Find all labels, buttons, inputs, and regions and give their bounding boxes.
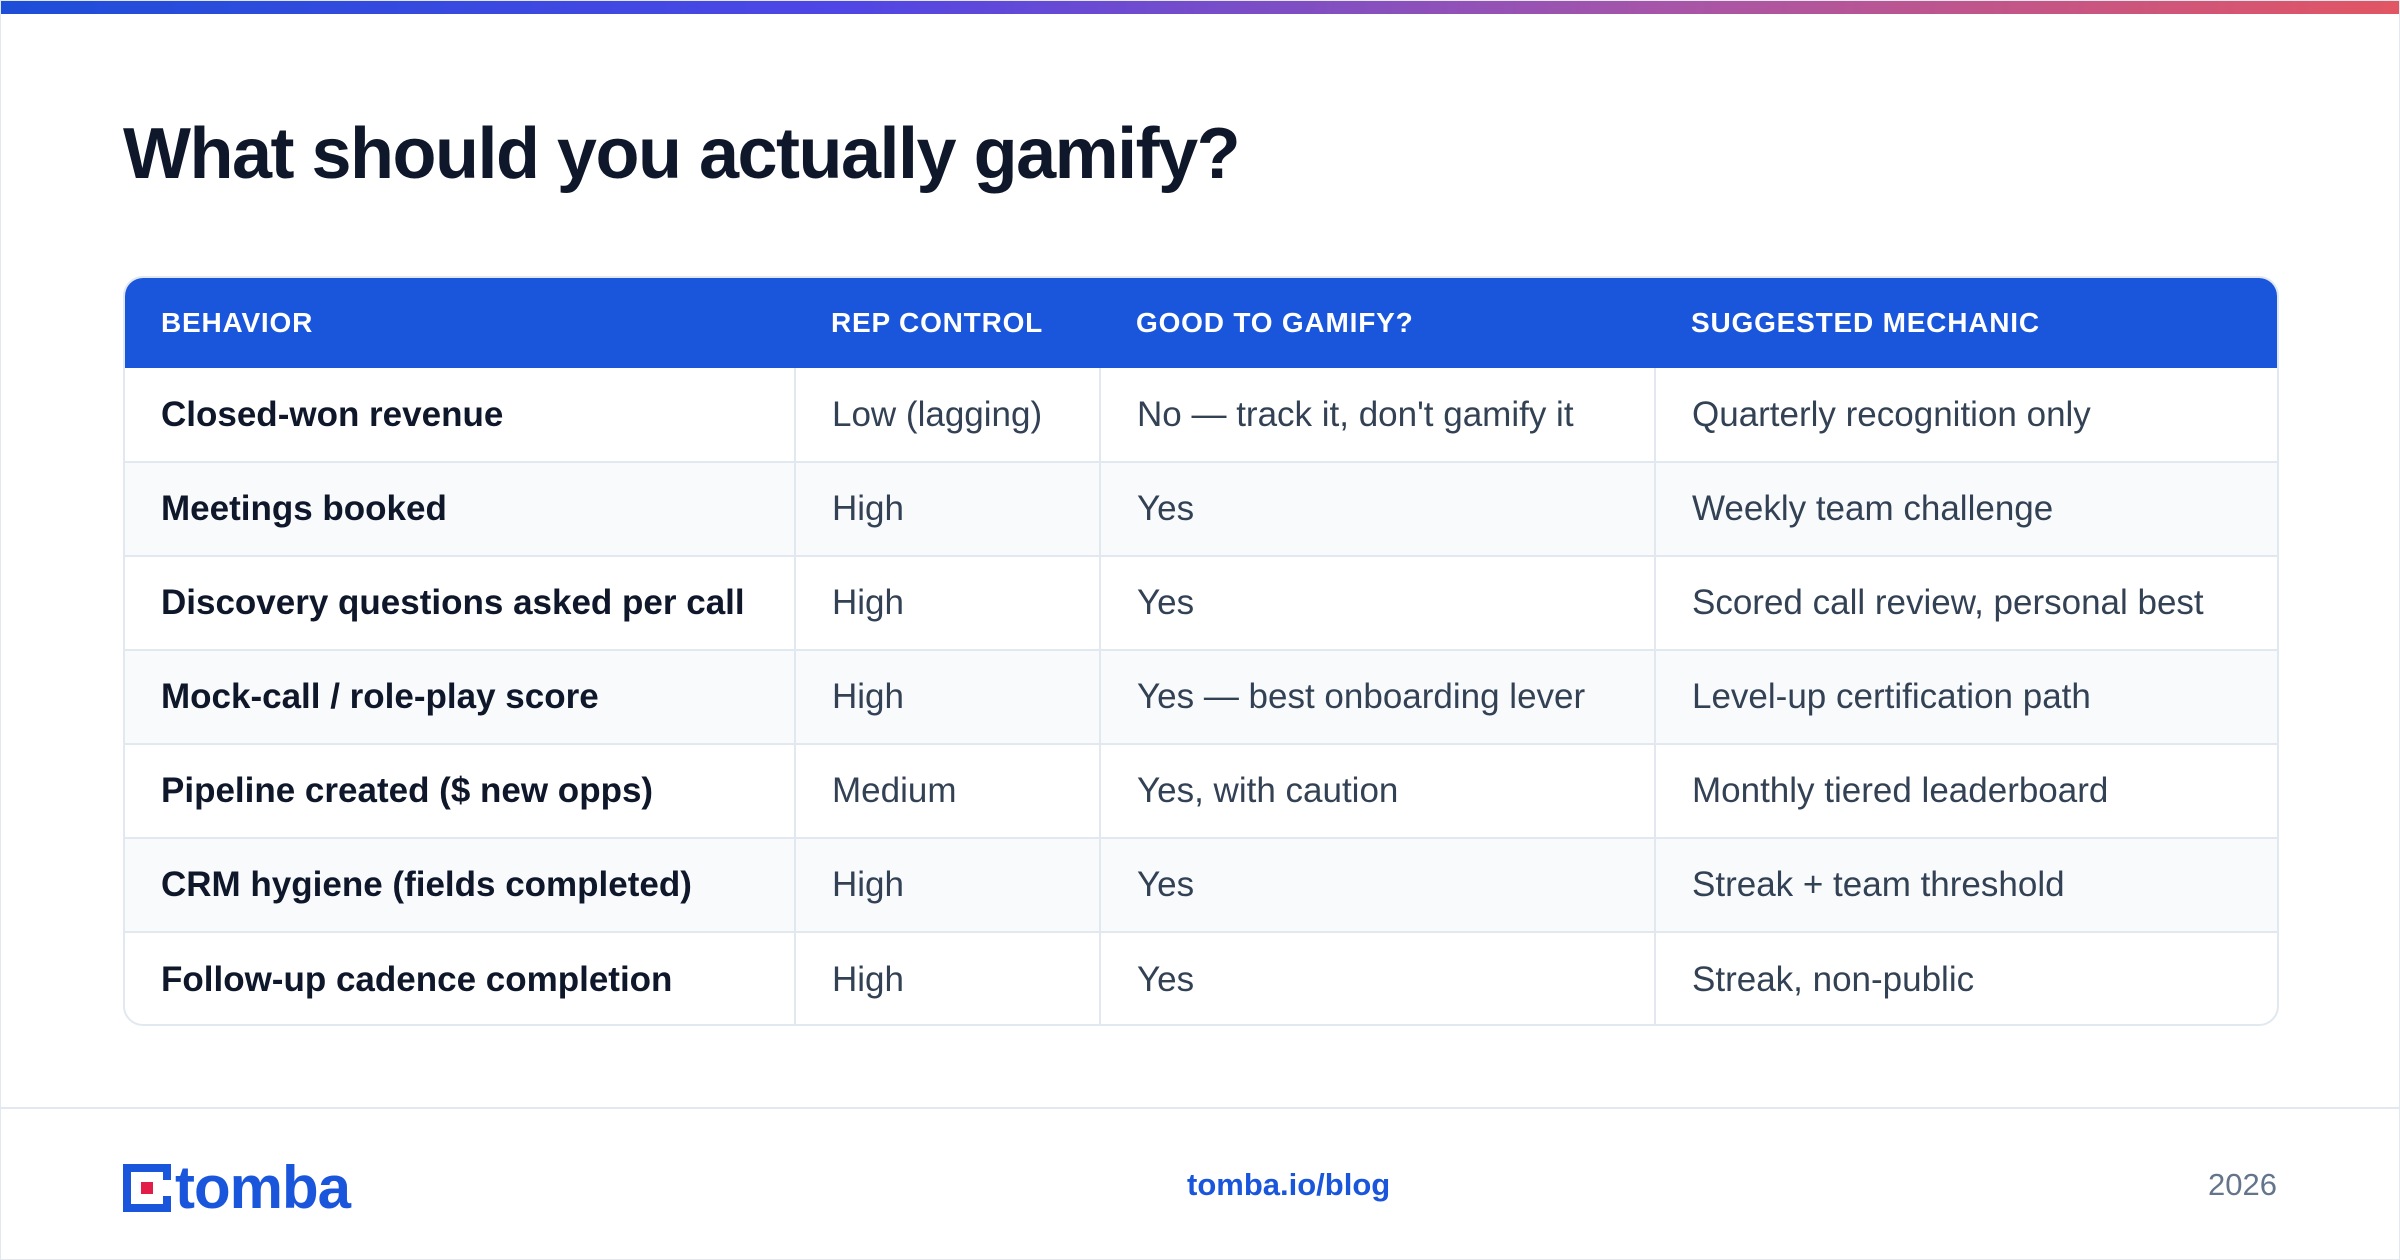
header-behavior: BEHAVIOR	[161, 307, 314, 338]
gamify-table: BEHAVIOR REP CONTROL GOOD TO GAMIFY? SUG…	[123, 276, 2279, 1026]
cell-behavior: Mock-call / role-play score	[125, 649, 795, 744]
cell-rep-control: High	[794, 837, 1100, 932]
cell-suggested-mechanic: Streak, non-public	[1654, 931, 2277, 1024]
logo-wordmark: tomba	[175, 1154, 351, 1221]
header-good-to-gamify: GOOD TO GAMIFY?	[1136, 307, 1414, 338]
logo-red-square	[141, 1182, 153, 1194]
logo-gap	[161, 1180, 171, 1196]
cell-good-to-gamify: Yes — best onboarding lever	[1099, 649, 1655, 744]
cell-behavior: CRM hygiene (fields completed)	[125, 837, 795, 932]
cell-behavior: Follow-up cadence completion	[125, 931, 795, 1024]
header-suggested-mechanic: SUGGESTED MECHANIC	[1691, 307, 2040, 338]
header-rep-control: REP CONTROL	[831, 307, 1044, 338]
cell-good-to-gamify: Yes, with caution	[1099, 743, 1655, 838]
page-title: What should you actually gamify?	[123, 114, 1241, 194]
behavior-table: BEHAVIOR REP CONTROL GOOD TO GAMIFY? SUG…	[125, 278, 2277, 1024]
cell-good-to-gamify: Yes	[1099, 931, 1655, 1024]
table-row: Mock-call / role-play score High Yes — b…	[125, 649, 2277, 744]
tomba-logo[interactable]: tomba	[123, 1154, 351, 1221]
gradient-top-bar	[1, 1, 2399, 14]
blog-link[interactable]: tomba.io/blog	[1187, 1167, 1391, 1202]
cell-rep-control: High	[794, 461, 1100, 556]
cell-suggested-mechanic: Streak + team threshold	[1654, 837, 2277, 932]
footer: tomba tomba.io/blog 2026	[1, 1107, 2399, 1260]
cell-behavior: Meetings booked	[125, 461, 795, 556]
cell-rep-control: High	[794, 555, 1100, 650]
cell-suggested-mechanic: Monthly tiered leaderboard	[1654, 743, 2277, 838]
cell-behavior: Discovery questions asked per call	[125, 555, 795, 650]
table-row: CRM hygiene (fields completed) High Yes …	[125, 837, 2277, 932]
table-header-row: BEHAVIOR REP CONTROL GOOD TO GAMIFY? SUG…	[125, 278, 2277, 368]
cell-suggested-mechanic: Weekly team challenge	[1654, 461, 2277, 556]
table-row: Meetings booked High Yes Weekly team cha…	[125, 461, 2277, 556]
cell-good-to-gamify: Yes	[1099, 555, 1655, 650]
cell-suggested-mechanic: Level-up certification path	[1654, 649, 2277, 744]
footer-year: 2026	[2208, 1167, 2277, 1202]
cell-suggested-mechanic: Quarterly recognition only	[1654, 368, 2277, 462]
table-row: Closed-won revenue Low (lagging) No — tr…	[125, 368, 2277, 462]
cell-rep-control: High	[794, 649, 1100, 744]
cell-good-to-gamify: Yes	[1099, 461, 1655, 556]
tomba-logo-icon	[123, 1164, 171, 1212]
cell-good-to-gamify: Yes	[1099, 837, 1655, 932]
cell-suggested-mechanic: Scored call review, personal best	[1654, 555, 2277, 650]
cell-behavior: Pipeline created ($ new opps)	[125, 743, 795, 838]
table-row: Discovery questions asked per call High …	[125, 555, 2277, 650]
cell-rep-control: Medium	[794, 743, 1100, 838]
table-row: Follow-up cadence completion High Yes St…	[125, 931, 2277, 1024]
table-row: Pipeline created ($ new opps) Medium Yes…	[125, 743, 2277, 838]
cell-rep-control: Low (lagging)	[794, 368, 1100, 462]
cell-good-to-gamify: No — track it, don't gamify it	[1099, 368, 1655, 462]
cell-behavior: Closed-won revenue	[161, 394, 504, 434]
cell-rep-control: High	[794, 931, 1100, 1024]
